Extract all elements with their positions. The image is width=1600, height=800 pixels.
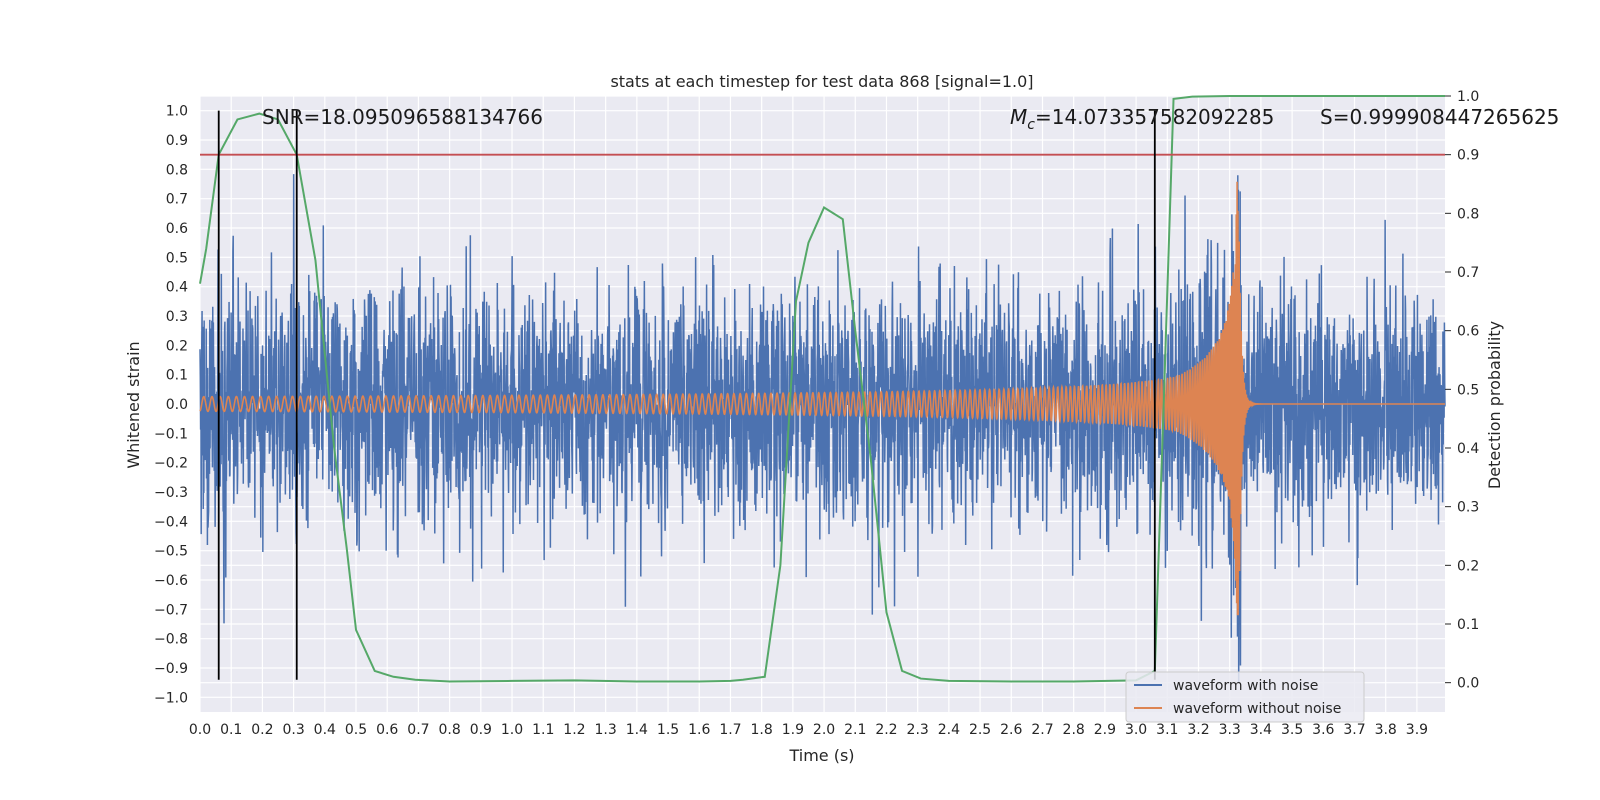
y-left-tick-label: 0.9 xyxy=(166,133,188,149)
chart-title: stats at each timestep for test data 868… xyxy=(610,72,1033,91)
y-left-tick-label: 0.5 xyxy=(166,250,188,266)
x-tick-label: 0.2 xyxy=(251,722,273,738)
x-tick-label: 1.3 xyxy=(595,722,617,738)
x-tick-label: 3.6 xyxy=(1312,722,1334,738)
x-axis-label: Time (s) xyxy=(788,746,854,765)
x-tick-label: 3.4 xyxy=(1250,722,1272,738)
y-left-tick-label: 0.0 xyxy=(166,397,188,413)
x-tick-label: 3.8 xyxy=(1375,722,1397,738)
y-right-tick-label: 0.9 xyxy=(1457,148,1479,164)
y-left-tick-label: −0.1 xyxy=(154,426,188,442)
x-tick-label: 3.9 xyxy=(1406,722,1428,738)
y-left-tick-label: −0.7 xyxy=(154,602,188,618)
y-left-tick-label: 1.0 xyxy=(166,104,188,120)
y-left-tick-label: −0.3 xyxy=(154,485,188,501)
y-left-tick-label: 0.2 xyxy=(166,338,188,354)
y-right-tick-label: 1.0 xyxy=(1457,89,1479,105)
y-right-tick-label: 0.3 xyxy=(1457,500,1479,516)
x-tick-labels: 0.0 0.1 0.2 0.3 0.4 0.5 0.6 0.7 0.8 0.9 1.0 1.1 1.2 1… xyxy=(189,722,1428,738)
y-left-tick-label: 0.3 xyxy=(166,309,188,325)
s-annotation: S=0.999908447265625 xyxy=(1320,105,1559,129)
y-right-tick-label: 0.4 xyxy=(1457,441,1479,457)
y-right-tick-label: 0.1 xyxy=(1457,617,1479,633)
y-left-tick-label: −1.0 xyxy=(154,690,188,706)
y-left-tick-label: −0.8 xyxy=(154,632,188,648)
x-tick-label: 3.0 xyxy=(1125,722,1147,738)
legend: waveform with noise waveform without noi… xyxy=(1125,671,1365,723)
series-waveform-with-noise xyxy=(199,174,1446,683)
mc-symbol: M xyxy=(1010,105,1027,129)
x-tick-label: 3.1 xyxy=(1156,722,1178,738)
x-tick-label: 1.9 xyxy=(782,722,804,738)
legend-box xyxy=(1125,671,1365,723)
y-left-tick-label: 0.4 xyxy=(166,280,188,296)
x-tick-label: 0.3 xyxy=(282,722,304,738)
x-tick-label: 1.0 xyxy=(501,722,523,738)
y-left-tick-label: −0.9 xyxy=(154,661,188,677)
x-tick-label: 1.4 xyxy=(626,722,648,738)
y-right-tick-labels: 1.0 0.9 0.8 0.7 0.6 0.5 0.4 0.3 0.2 0.1 0.0 xyxy=(1445,89,1479,692)
y-left-tick-labels: 1.0 0.9 0.8 0.7 0.6 0.5 0.4 0.3 0.2 0.1 0.0 −0.1 −0.… xyxy=(154,104,188,707)
y-left-tick-label: 0.6 xyxy=(166,221,188,237)
x-tick-label: 0.5 xyxy=(345,722,367,738)
x-tick-label: 2.3 xyxy=(907,722,929,738)
y-right-axis-label: Detection probability xyxy=(1485,321,1504,489)
x-tick-label: 2.6 xyxy=(1000,722,1022,738)
x-tick-label: 0.6 xyxy=(376,722,398,738)
x-tick-label: 3.7 xyxy=(1343,722,1365,738)
x-tick-label: 2.9 xyxy=(1094,722,1116,738)
y-left-tick-label: 0.7 xyxy=(166,192,188,208)
legend-label-noise: waveform with noise xyxy=(1173,678,1318,694)
x-tick-label: 0.0 xyxy=(189,722,211,738)
mc-subscript: c xyxy=(1027,117,1035,133)
x-tick-label: 1.6 xyxy=(688,722,710,738)
y-left-tick-label: −0.5 xyxy=(154,544,188,560)
x-tick-label: 3.3 xyxy=(1219,722,1241,738)
mc-annotation: Mc=14.073357582092285 xyxy=(1010,105,1274,133)
x-tick-label: 0.4 xyxy=(314,722,336,738)
series-waveform-without-noise xyxy=(199,181,1445,616)
x-tick-label: 2.5 xyxy=(969,722,991,738)
x-tick-label: 0.1 xyxy=(220,722,242,738)
vertical-markers xyxy=(217,110,1156,680)
x-tick-label: 1.8 xyxy=(751,722,773,738)
y-right-tick-label: 0.5 xyxy=(1457,382,1479,398)
y-left-tick-label: 0.8 xyxy=(166,162,188,178)
y-right-tick-label: 0.2 xyxy=(1457,558,1479,574)
x-tick-label: 1.5 xyxy=(657,722,679,738)
y-left-tick-label: −0.4 xyxy=(154,514,188,530)
x-tick-label: 0.7 xyxy=(407,722,429,738)
x-tick-label: 3.5 xyxy=(1281,722,1303,738)
x-tick-label: 2.8 xyxy=(1063,722,1085,738)
x-tick-label: 1.7 xyxy=(719,722,741,738)
x-tick-label: 2.1 xyxy=(844,722,866,738)
y-left-tick-label: −0.2 xyxy=(154,456,188,472)
x-tick-label: 2.4 xyxy=(938,722,960,738)
y-left-axis-label: Whitened strain xyxy=(124,341,143,468)
legend-label-clean: waveform without noise xyxy=(1173,701,1341,717)
x-tick-label: 2.7 xyxy=(1031,722,1053,738)
y-left-tick-label: −0.6 xyxy=(154,573,188,589)
y-right-tick-label: 0.0 xyxy=(1457,676,1479,692)
x-tick-label: 2.2 xyxy=(875,722,897,738)
mc-value: =14.073357582092285 xyxy=(1035,105,1274,129)
x-tick-label: 0.9 xyxy=(470,722,492,738)
y-right-tick-label: 0.7 xyxy=(1457,265,1479,281)
y-left-tick-label: 0.1 xyxy=(166,368,188,384)
x-tick-label: 1.1 xyxy=(532,722,554,738)
y-right-tick-label: 0.6 xyxy=(1457,324,1479,340)
x-tick-label: 2.0 xyxy=(813,722,835,738)
y-right-tick-label: 0.8 xyxy=(1457,206,1479,222)
x-tick-label: 1.2 xyxy=(563,722,585,738)
x-tick-label: 3.2 xyxy=(1187,722,1209,738)
x-tick-label: 0.8 xyxy=(438,722,460,738)
snr-annotation: SNR=18.095096588134766 xyxy=(262,105,543,129)
